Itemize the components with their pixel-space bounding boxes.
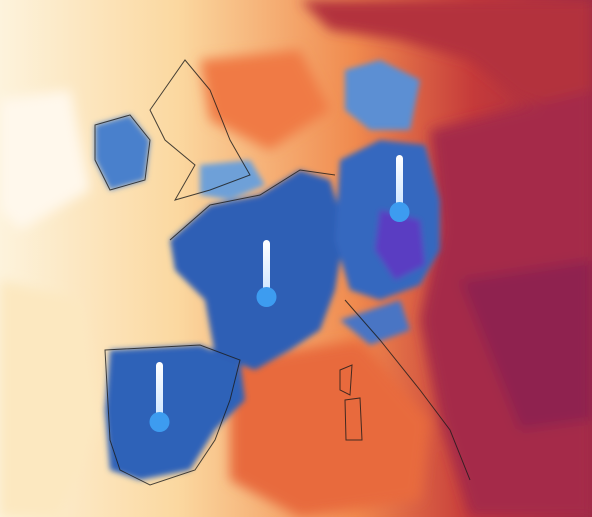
coastlines <box>94 59 471 486</box>
thermometer-icons <box>149 155 410 432</box>
thermometer <box>256 240 277 307</box>
thermometer <box>149 362 170 432</box>
cold-regions <box>95 60 440 480</box>
thermometer <box>389 155 410 222</box>
